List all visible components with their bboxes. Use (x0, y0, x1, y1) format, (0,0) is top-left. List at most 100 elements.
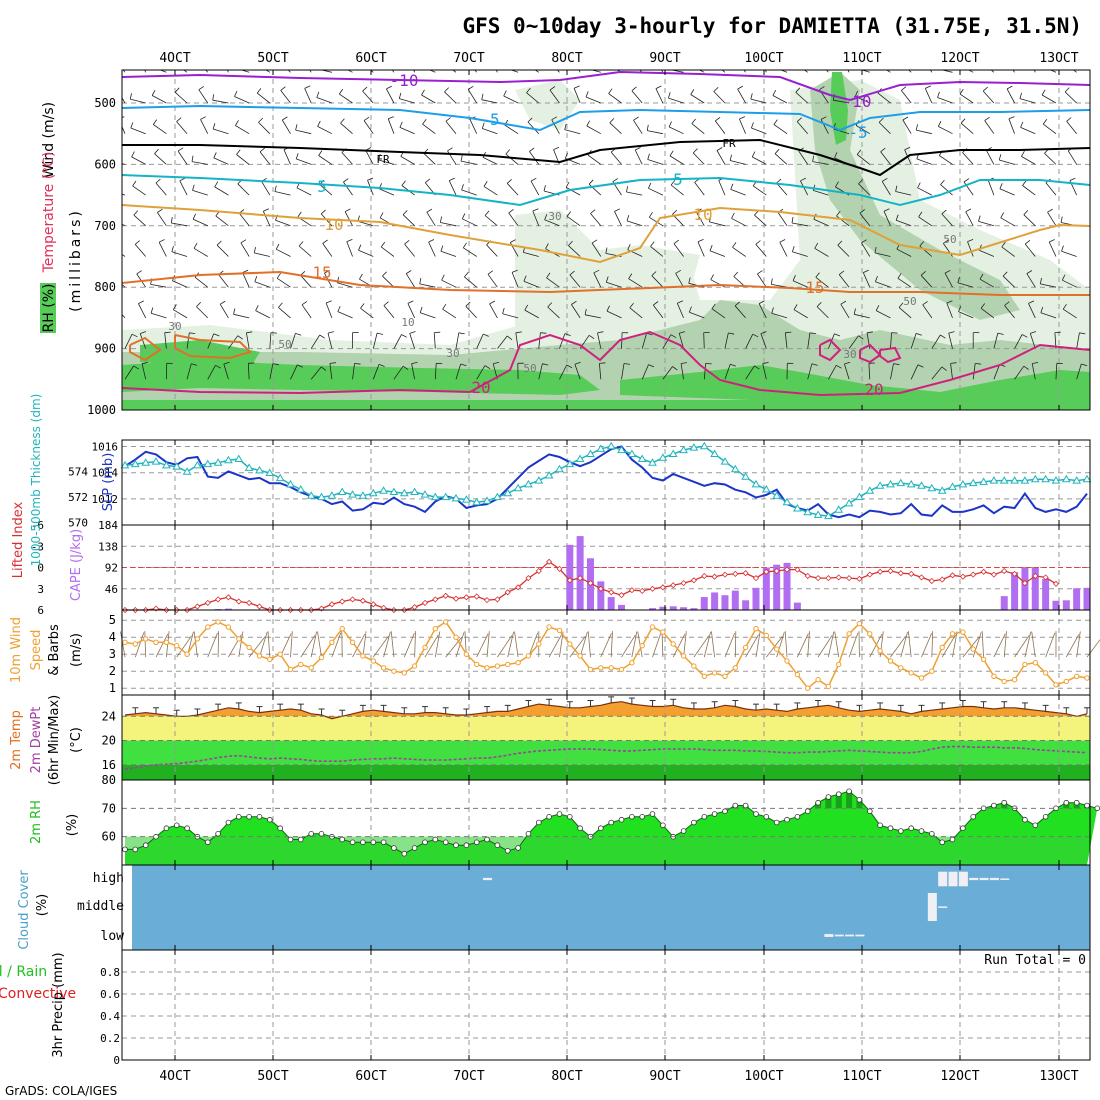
thickness-marker (296, 485, 306, 493)
cloud-bar-high (958, 871, 968, 887)
rh2m-high (1063, 802, 1070, 809)
precip-tick: 0.8 (100, 966, 120, 979)
wind-barb (281, 119, 291, 134)
wind-barb-flag (901, 86, 907, 91)
cloud-bar-high (989, 877, 999, 881)
rh2m-marker (391, 845, 397, 851)
thickness-marker (824, 511, 833, 520)
lifted-index-marker (1011, 570, 1018, 577)
wind-speed-marker (691, 663, 697, 669)
wind-barb (848, 335, 859, 349)
lifted-index-marker (339, 598, 346, 605)
wind-barb (339, 93, 353, 104)
wind-barb-flag (481, 122, 485, 129)
wind-barb-flag (854, 90, 858, 97)
wind-barb-flag (811, 363, 818, 366)
wind-barb-flag (487, 270, 494, 275)
wind-barb-flag (937, 63, 938, 69)
wind-speed-marker (660, 629, 666, 635)
rh2m-marker (256, 813, 263, 820)
wind-barb (813, 218, 829, 227)
wind-barb-flag (653, 301, 659, 306)
wind-barb (957, 282, 974, 288)
thickness-marker (441, 492, 451, 501)
lifted-index-marker (494, 596, 501, 603)
bottom-tick-label: 9OCT (649, 1069, 680, 1084)
wind-barb (158, 242, 167, 257)
wind-barb-flag (134, 240, 140, 245)
wind-speed-marker (815, 677, 821, 683)
wind-barb-flag (235, 120, 239, 126)
wind-barb (319, 184, 333, 196)
wind-barb (329, 363, 333, 380)
wind-barb-flag (937, 91, 940, 98)
wind-barb (511, 272, 519, 288)
wind-barb (629, 307, 643, 319)
wind-barb-flag (139, 55, 145, 57)
ylabel-speed: Speed (29, 630, 44, 671)
wind-speed-marker (867, 631, 873, 637)
wind-barb-flag (979, 273, 984, 280)
thickness-marker (162, 460, 171, 469)
contour-10 (122, 204, 1090, 264)
thickness-tick: 572 (68, 491, 88, 504)
surface-wind-barb (834, 631, 840, 658)
wind-barb (455, 363, 462, 380)
thickness-marker (844, 498, 854, 507)
wind-barb (877, 92, 891, 104)
thickness-marker (575, 454, 585, 462)
wind-barb (218, 274, 229, 288)
lifted-index-marker (773, 567, 780, 575)
wind-barb (489, 303, 498, 319)
lifted-index-marker (504, 589, 511, 596)
surface-wind-barb (193, 631, 198, 658)
wind-barb-flag (546, 272, 551, 279)
wind-barb (469, 119, 478, 134)
wind-barb-flag (1030, 331, 1037, 334)
lifted-index-marker (328, 601, 335, 608)
wind-barb (171, 222, 188, 227)
surface-wind-barb (476, 633, 489, 658)
thickness-marker (1082, 474, 1092, 483)
wind-barb-flag (447, 147, 453, 152)
wind-barb (924, 88, 933, 104)
wind-barb (876, 310, 891, 319)
wind-speed-marker (794, 671, 801, 678)
thickness-marker (917, 481, 926, 489)
surface-wind-barb (310, 631, 317, 658)
rh2m-high (1001, 802, 1008, 809)
wind-barb (714, 120, 726, 134)
thickness-marker (503, 488, 513, 497)
wind-speed-marker (846, 631, 852, 637)
wind-speed-marker (1084, 675, 1090, 681)
wind-barb-flag (151, 61, 153, 67)
lifted-index-marker (463, 594, 470, 601)
thickness-marker (1051, 476, 1061, 484)
wind-speed-marker (598, 665, 604, 671)
wind-barb-flag (524, 304, 529, 311)
lifted-index-marker (215, 596, 222, 603)
temp-band-green (122, 740, 1090, 765)
thickness-marker (834, 505, 844, 513)
thickness-marker (286, 479, 295, 488)
wind-barb (979, 278, 995, 288)
thickness-marker (948, 482, 957, 490)
wind-barb (152, 95, 167, 104)
wind-barb (298, 245, 312, 257)
wind-barb-flag (1021, 334, 1028, 338)
cape-bar (690, 608, 698, 610)
wind-barb (164, 332, 167, 349)
wind-barb-flag (627, 244, 631, 250)
wind-barb (812, 161, 829, 165)
wind-tick: 1 (109, 681, 116, 695)
pressure-tick: 700 (94, 219, 116, 233)
wind-barb (186, 363, 192, 380)
thickness-marker (410, 487, 419, 495)
temp-tick: 24 (102, 709, 116, 723)
wind-barb (304, 88, 312, 104)
wind-barb-flag (200, 116, 206, 120)
wind-speed-marker (122, 639, 128, 645)
wind-barb (816, 306, 829, 319)
wind-barb (445, 121, 457, 134)
upper-side-labels: Wind (m/s) Temperature (°C) RH (%) (mill… (0, 102, 116, 1058)
